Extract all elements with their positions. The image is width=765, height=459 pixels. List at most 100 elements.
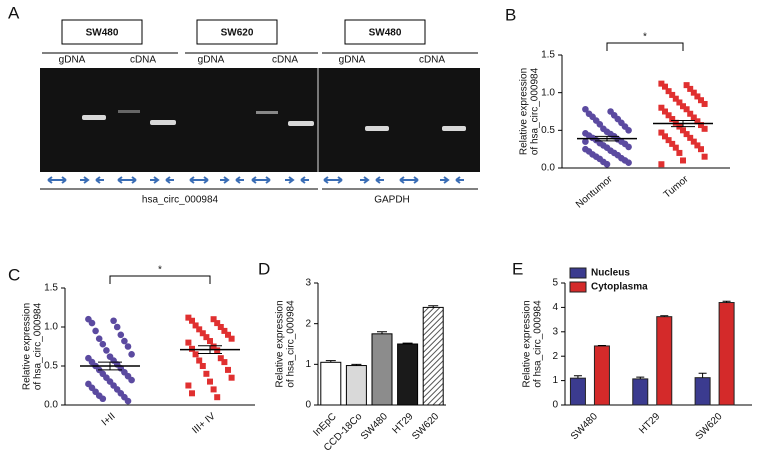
sem-bar bbox=[98, 361, 122, 371]
y-axis-label: Relative expression bbox=[275, 300, 286, 387]
point bbox=[665, 112, 672, 119]
point bbox=[687, 85, 694, 92]
point bbox=[128, 351, 135, 358]
y-tick-label: 1 bbox=[552, 375, 558, 386]
error-bar bbox=[636, 376, 645, 379]
gel bbox=[40, 68, 480, 172]
cell-line: SW480 bbox=[86, 28, 119, 39]
sem-bar bbox=[595, 135, 619, 142]
point bbox=[701, 100, 708, 107]
lane-label: cDNA bbox=[130, 55, 156, 66]
point bbox=[217, 324, 224, 330]
point bbox=[698, 97, 704, 104]
point bbox=[192, 322, 199, 329]
point bbox=[207, 378, 213, 385]
legend-label: Cytoplasma bbox=[591, 282, 648, 293]
y-axis-label: of hsa_circ_000984 bbox=[286, 300, 297, 388]
label-box bbox=[196, 19, 278, 45]
bar bbox=[422, 306, 444, 406]
panel-letter: B bbox=[505, 5, 516, 24]
label-box bbox=[344, 19, 426, 45]
y-axis-label: Relative expression bbox=[22, 303, 33, 390]
error-bar bbox=[698, 372, 707, 378]
x-tick-label: SW480 bbox=[569, 411, 600, 442]
point bbox=[701, 125, 708, 132]
point bbox=[189, 390, 195, 397]
lane-label: gDNA bbox=[198, 55, 225, 66]
point bbox=[669, 116, 676, 123]
y-tick-label: 3 bbox=[552, 326, 558, 337]
bar bbox=[345, 365, 367, 406]
point bbox=[680, 157, 686, 164]
point bbox=[690, 138, 697, 145]
point bbox=[95, 335, 103, 343]
y-tick-label: 0.0 bbox=[44, 400, 58, 411]
primer-arrows bbox=[47, 176, 464, 184]
error-bar bbox=[660, 315, 669, 317]
point bbox=[625, 143, 632, 151]
point bbox=[210, 386, 217, 393]
point bbox=[117, 331, 125, 339]
point bbox=[625, 159, 632, 167]
point bbox=[88, 319, 96, 327]
y-tick-label: 3 bbox=[305, 278, 311, 289]
point bbox=[185, 314, 192, 321]
panel-letter: A bbox=[8, 3, 20, 22]
y-tick-label: 0 bbox=[305, 400, 311, 411]
point bbox=[690, 89, 697, 96]
significance-bracket bbox=[109, 275, 211, 284]
point bbox=[683, 106, 690, 113]
point bbox=[217, 355, 224, 362]
y-tick-label: 2 bbox=[552, 351, 558, 362]
y-tick-label: 1.0 bbox=[541, 87, 555, 98]
x-tick-label: I+II bbox=[100, 411, 118, 429]
sem-bar bbox=[671, 120, 695, 128]
point bbox=[676, 99, 683, 106]
lane-label: gDNA bbox=[59, 55, 86, 66]
point bbox=[582, 138, 589, 145]
y-tick-label: 5 bbox=[552, 278, 558, 289]
bar bbox=[656, 316, 673, 406]
bar bbox=[632, 378, 649, 406]
point bbox=[103, 347, 110, 354]
point bbox=[110, 317, 117, 325]
point bbox=[185, 382, 192, 389]
point bbox=[124, 397, 132, 405]
point bbox=[662, 108, 668, 115]
point bbox=[658, 161, 665, 168]
legend-label: Nucleus bbox=[591, 268, 630, 279]
point bbox=[672, 119, 679, 126]
point bbox=[694, 93, 701, 100]
bar bbox=[569, 377, 586, 406]
point bbox=[698, 146, 704, 153]
point bbox=[680, 103, 686, 110]
lane-label: cDNA bbox=[419, 55, 445, 66]
target-label: hsa_circ_000984 bbox=[142, 195, 219, 206]
point bbox=[596, 121, 604, 128]
point bbox=[662, 83, 668, 90]
point bbox=[694, 118, 701, 125]
significance-bracket bbox=[606, 42, 684, 51]
point bbox=[662, 133, 668, 140]
point bbox=[214, 347, 221, 354]
point bbox=[658, 104, 665, 111]
point bbox=[113, 323, 121, 331]
y-axis-label: of hsa_circ_000984 bbox=[530, 67, 541, 155]
point bbox=[225, 366, 231, 373]
bar bbox=[593, 345, 610, 406]
bar bbox=[320, 361, 342, 406]
point bbox=[99, 395, 107, 403]
y-axis-label: of hsa_circ_000984 bbox=[33, 302, 44, 390]
point bbox=[92, 327, 99, 335]
x-tick-label: SW620 bbox=[410, 411, 441, 442]
point bbox=[121, 337, 128, 345]
panel-letter: E bbox=[512, 259, 523, 278]
point bbox=[683, 131, 690, 138]
point bbox=[683, 82, 690, 89]
point bbox=[228, 374, 235, 381]
point bbox=[207, 338, 213, 345]
cell-line: SW480 bbox=[369, 28, 402, 39]
error-bar bbox=[722, 300, 731, 303]
y-axis-label: Relative expression bbox=[519, 68, 530, 155]
point bbox=[658, 80, 665, 87]
